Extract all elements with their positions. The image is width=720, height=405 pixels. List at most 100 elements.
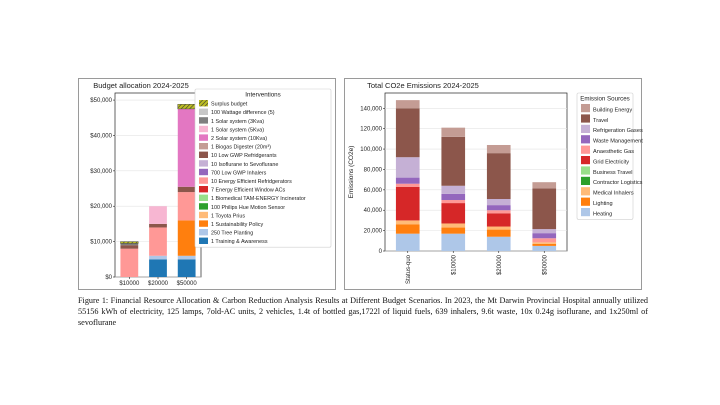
x-tick-label: $20000 [148,281,169,287]
legend-label: 1 Biogas Digester (20m³) [211,145,271,151]
y-tick-label: $0 [105,275,112,281]
bar-segment [120,248,139,277]
legend-label: 10 Low GWP Refridgerants [211,153,277,159]
bar-segment [149,255,167,260]
y-tick-label: 20,000 [364,229,383,235]
legend-label: 1 Biomedical TAM-ENERGY Incinerator [211,196,306,202]
bar-segment [441,233,466,251]
bar-segment [441,136,466,186]
y-tick-label: 40,000 [364,208,383,214]
bar-segment [441,203,466,224]
bar-segment [486,199,511,206]
legend-label: Anaesthetic Gas [593,149,634,155]
legend-swatch [199,237,208,244]
legend-swatch [581,156,590,165]
bar-segment [486,236,511,251]
x-tick-label: $20000 [497,254,503,275]
legend-swatch [199,186,208,193]
legend-swatch [199,229,208,236]
bar-segment [532,188,557,230]
bar-segment [532,245,557,251]
legend-label: Travel [593,118,608,124]
bar-segment [395,186,420,221]
legend-label: Contractor Logistics [593,180,643,186]
y-axis-label: Emissions (CO2e) [348,146,355,199]
legend-label: Medical Inhalers [593,191,634,197]
y-tick-label: 140,000 [360,106,382,112]
y-tick-label: 80,000 [364,167,383,173]
y-tick-label: 100,000 [360,147,382,153]
x-tick-label: $10000 [451,254,457,275]
y-tick-label: $50,000 [90,98,112,104]
bar-segment [177,220,196,256]
bar-segment [395,233,420,251]
bar-segment [177,255,196,260]
legend-swatch [199,100,208,107]
bar-segment [441,185,466,194]
legend-swatch [199,177,208,184]
legend-label: 250 Tree Planting [211,231,253,237]
bar-segment [177,108,196,187]
bar-segment [486,205,511,211]
bar-segment [149,206,167,224]
legend-title: Interventions [245,92,280,99]
bar-segment [177,259,196,277]
legend-swatch [581,208,590,217]
bar-segment [120,245,139,249]
chart-title: Total CO2e Emissions 2024-2025 [367,81,479,90]
legend-box [576,92,634,220]
bar-segment [395,157,420,178]
bar-segment [486,226,511,230]
legend-label: Grid Electricity [593,159,629,165]
x-tick-label: $50000 [542,254,548,275]
bar-segment [441,193,466,201]
legend-swatch [581,135,590,144]
legend-swatch [581,145,590,154]
bar-segment [395,183,420,187]
bar-segment [395,220,420,225]
legend-swatch [199,151,208,158]
legend-label: 7 Energy Efficient Window ACs [211,188,286,194]
bar-segment [532,182,557,189]
bar-segment [532,229,557,234]
emissions-chart-panel: Total CO2e Emissions 2024-2025 0 20,000 40,… [344,78,643,290]
legend-swatch [199,168,208,176]
bar-segment [532,243,557,246]
y-tick-label: $30,000 [90,169,112,175]
legend-label: 100 Philips Hue Motion Sensor [211,205,285,211]
x-tick-label: Status-quo [406,254,412,284]
legend-label: Waste Management [593,139,643,145]
bar-segment [441,227,466,234]
legend-swatch [199,220,208,227]
legend-label: 1 Solar system (3Kva) [211,119,264,125]
legend-swatch [581,104,590,113]
legend-swatch [199,194,208,201]
legend-label: Building Energy [593,107,632,113]
legend-swatch [199,211,208,219]
y-tick-label: $40,000 [90,133,112,139]
y-tick-label: 0 [379,249,383,255]
bar-segment [486,144,511,154]
bar-segment [177,104,196,110]
bar-segment [486,213,511,227]
legend-label: 1 Solar system (5Kva) [211,127,264,133]
bar-segment [486,229,511,237]
legend-swatch [199,117,208,124]
bar-segment [441,200,466,204]
budget-allocation-chart: Budget allocation 2024-2025 $0 $10,000 $20,… [90,81,332,287]
legend-swatch [199,143,208,150]
bar-segment [532,238,557,243]
bar-segment [149,223,167,228]
bar-segment [486,210,511,214]
legend-swatch [581,114,590,123]
legend-label: Surplus budget [211,102,248,108]
bar-segment [395,224,420,234]
legend-swatch [199,203,208,210]
legend-label: Refrigeration Gases [593,128,643,134]
bar-segment [149,227,167,256]
legend-label: Lighting [593,201,613,207]
bar-segment [532,242,557,244]
legend-swatch [581,197,590,206]
y-tick-label: $20,000 [90,204,112,210]
legend-title: Emission Sources [580,96,630,103]
